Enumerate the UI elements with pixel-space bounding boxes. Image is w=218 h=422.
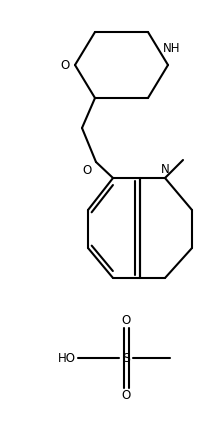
Text: O: O [83, 164, 92, 177]
Text: S: S [122, 352, 130, 365]
Text: HO: HO [58, 352, 76, 365]
Text: NH: NH [163, 42, 181, 55]
Text: O: O [61, 59, 70, 71]
Text: N: N [161, 163, 169, 176]
Text: O: O [121, 314, 131, 327]
Text: O: O [121, 389, 131, 402]
